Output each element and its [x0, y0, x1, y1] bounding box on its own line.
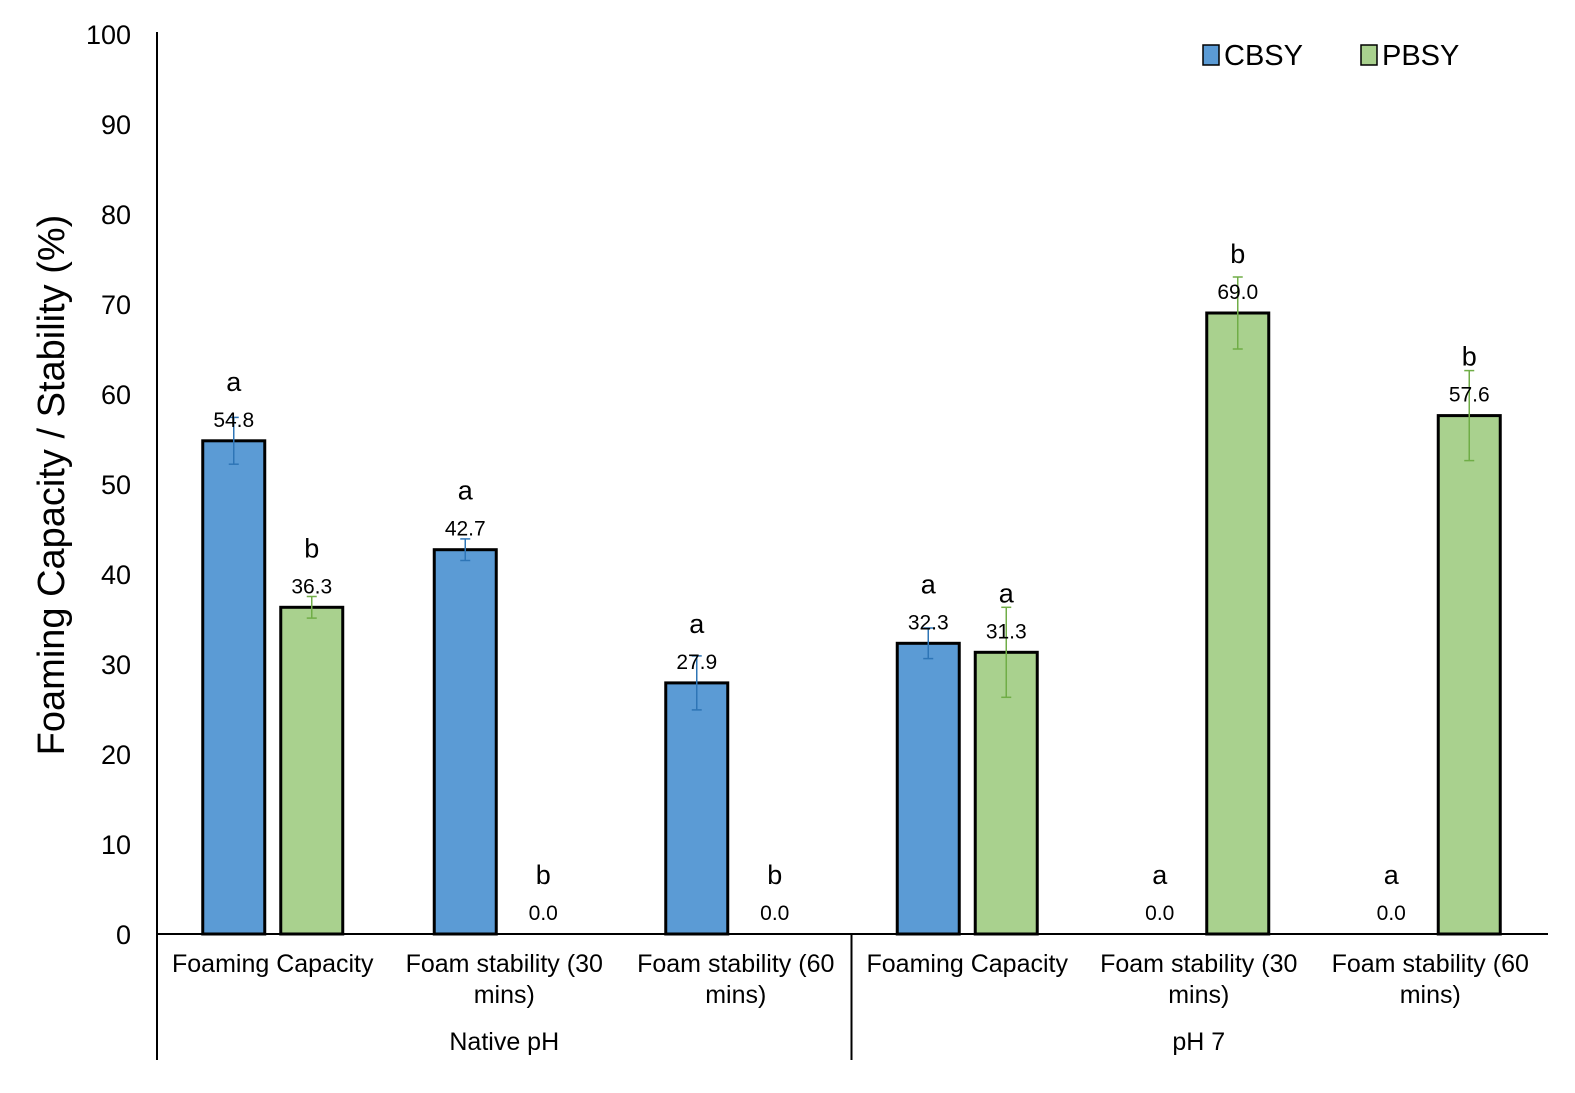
significance-letter: a: [921, 569, 937, 599]
data-label: 42.7: [445, 518, 486, 541]
data-label: 54.8: [213, 409, 254, 432]
legend-swatch-CBSY: [1202, 44, 1220, 66]
significance-letter: a: [689, 609, 705, 639]
significance-letter: a: [226, 367, 242, 397]
bars: 54.8 a 42.7 a 27.9 a 32.3 a 0.0 a 0.0 a 36.3 b 0.0 b 0.0…: [201, 239, 1502, 936]
y-axis: 0 10 20 30 40 50 60 70 80 90 100: [86, 20, 158, 1060]
significance-letter: a: [1384, 860, 1400, 890]
data-label: 57.6: [1449, 384, 1490, 407]
significance-letter: a: [458, 476, 474, 506]
x-tick-label: Foam stability (60: [637, 950, 834, 978]
data-label: 0.0: [1377, 902, 1406, 925]
significance-letter: b: [304, 533, 319, 563]
x-axis: Foaming Capacity Foam stability (30 mins) F…: [157, 933, 1548, 1060]
x-tick-label: Foaming Capacity: [867, 950, 1069, 978]
x-tick-label: Foam stability (30: [1100, 950, 1297, 978]
bar-PBSY: [1436, 414, 1502, 936]
legend-label: CBSY: [1224, 40, 1303, 72]
y-tick-label: 10: [101, 830, 131, 860]
x-tick-label: mins): [1168, 981, 1229, 1009]
bar-CBSY: [664, 681, 730, 936]
x-tick-label: Foaming Capacity: [172, 950, 374, 978]
bar-PBSY: [1205, 311, 1271, 936]
data-label: 69.0: [1217, 281, 1258, 304]
bar-CBSY: [201, 439, 267, 936]
x-tick-label: mins): [1400, 981, 1461, 1009]
x-tick-label: Foam stability (60: [1332, 950, 1529, 978]
data-label: 31.3: [986, 620, 1027, 643]
significance-letter: b: [1462, 342, 1477, 372]
y-tick-label: 100: [86, 20, 131, 50]
legend: CBSY PBSY: [1202, 40, 1459, 72]
significance-letter: b: [1230, 239, 1245, 269]
legend-label: PBSY: [1382, 40, 1459, 72]
significance-letter: b: [536, 860, 551, 890]
data-label: 0.0: [1145, 902, 1174, 925]
y-tick-label: 70: [101, 290, 131, 320]
bar-CBSY: [895, 641, 961, 936]
x-tick-label: mins): [474, 981, 535, 1009]
bar-PBSY: [279, 605, 345, 936]
data-label: 0.0: [529, 902, 558, 925]
significance-letter: b: [767, 860, 782, 890]
legend-swatch-PBSY: [1360, 44, 1378, 66]
y-tick-label: 30: [101, 650, 131, 680]
data-label: 32.3: [908, 611, 949, 634]
x-group-label: pH 7: [1172, 1028, 1225, 1056]
y-axis-label: Foaming Capacity / Stability (%): [31, 215, 73, 756]
data-label: 0.0: [760, 902, 789, 925]
bar-CBSY: [432, 548, 498, 936]
y-tick-label: 40: [101, 560, 131, 590]
x-tick-label: Foam stability (30: [406, 950, 603, 978]
data-label: 36.3: [291, 575, 332, 598]
x-group-label: Native pH: [449, 1028, 559, 1056]
y-tick-label: 20: [101, 740, 131, 770]
significance-letter: a: [1152, 860, 1168, 890]
y-tick-label: 80: [101, 200, 131, 230]
y-tick-label: 90: [101, 110, 131, 140]
significance-letter: a: [999, 578, 1015, 608]
data-label: 27.9: [676, 651, 717, 674]
y-tick-label: 0: [116, 920, 131, 950]
y-tick-label: 60: [101, 380, 131, 410]
y-tick-label: 50: [101, 470, 131, 500]
x-tick-label: mins): [705, 981, 766, 1009]
